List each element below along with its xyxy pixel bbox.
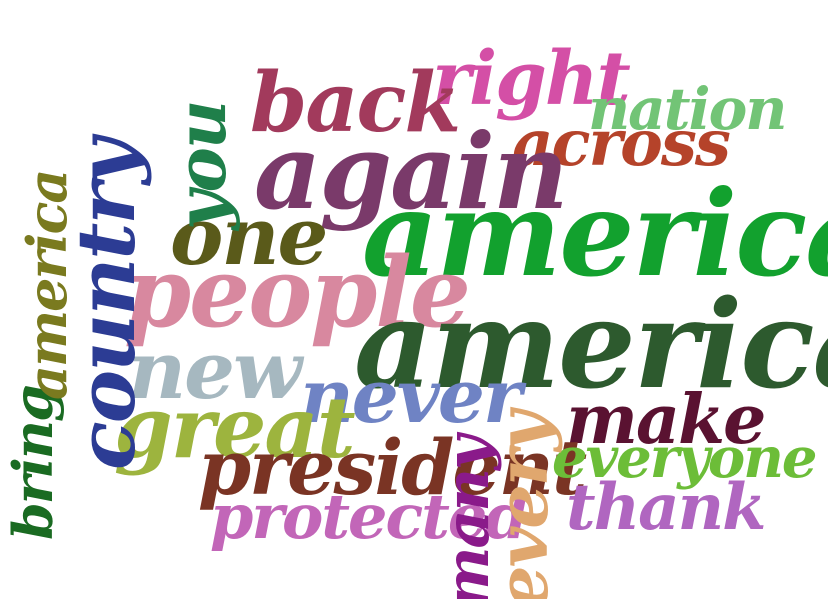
word-across: across [512,106,731,181]
word-many: many [433,437,503,599]
word-america-dark: america [354,272,828,416]
word-america-green: america [362,164,828,303]
word-nation: nation [588,75,787,143]
word-never: never [300,354,522,440]
word-president: president [198,423,587,512]
word-again: again [254,110,569,233]
word-country: country [59,140,153,470]
word-bring: bring [1,386,65,540]
word-new: new [128,323,302,417]
word-right: right [432,36,631,122]
word-thank: thank [566,470,766,545]
word-make: make [566,380,766,460]
word-back: back [250,55,461,151]
word-you: you [162,101,242,230]
word-one: one [170,189,328,283]
word-protected: protected [210,480,529,553]
word-people: people [124,236,471,349]
word-great: great [114,378,356,477]
word-everyone: everyone [552,425,818,491]
